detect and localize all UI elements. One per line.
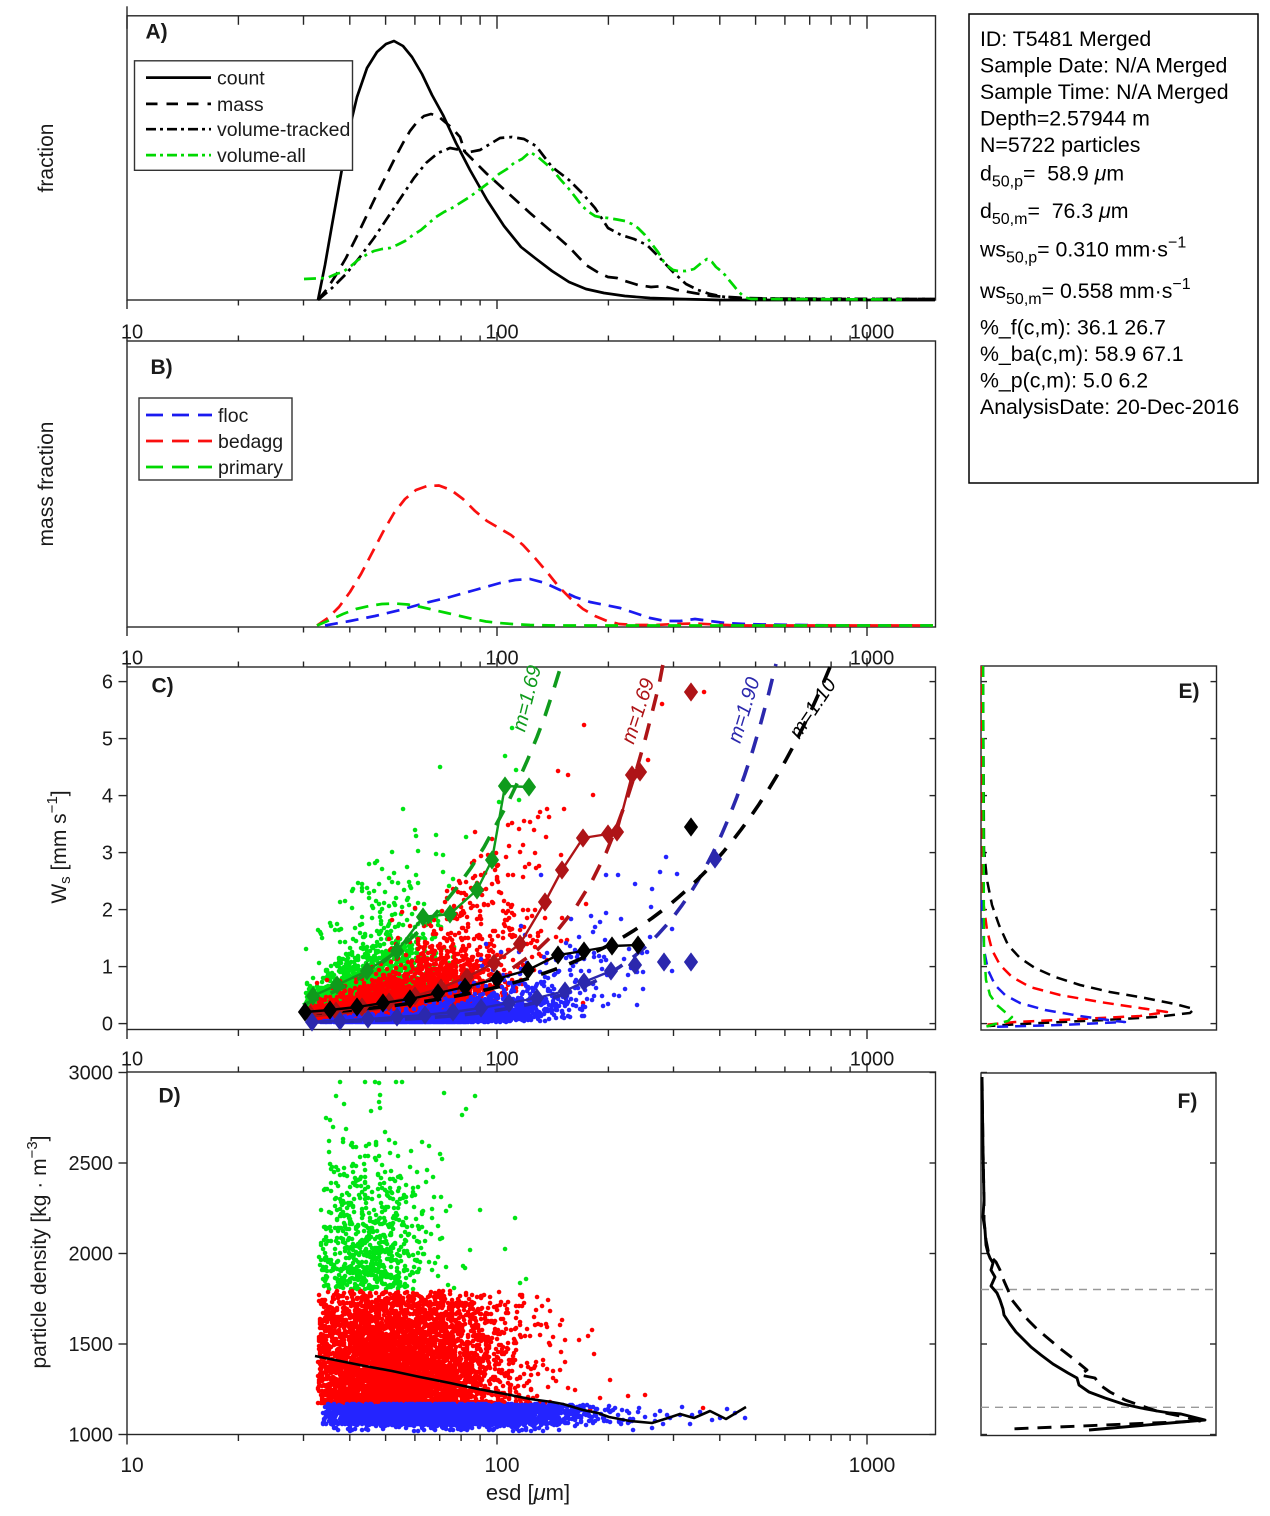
svg-text:6: 6 <box>102 672 113 694</box>
svg-text:0: 0 <box>102 1014 113 1036</box>
svg-text:%_ba(c,m): 58.9 67.1: %_ba(c,m): 58.9 67.1 <box>980 342 1184 366</box>
svg-text:1000: 1000 <box>850 648 895 670</box>
svg-text:mass: mass <box>217 94 264 116</box>
svg-text:esd [μm]: esd [μm] <box>486 1480 570 1505</box>
svg-text:10: 10 <box>120 1454 143 1477</box>
svg-text:4: 4 <box>102 786 113 808</box>
svg-text:%_p(c,m): 5.0 6.2: %_p(c,m): 5.0 6.2 <box>980 369 1148 393</box>
svg-text:E): E) <box>1179 680 1200 703</box>
svg-text:%_f(c,m): 36.1 26.7: %_f(c,m): 36.1 26.7 <box>980 316 1166 340</box>
svg-text:2000: 2000 <box>69 1244 114 1266</box>
svg-text:N=5722 particles: N=5722 particles <box>980 133 1140 157</box>
svg-text:1: 1 <box>102 957 113 979</box>
svg-text:1500: 1500 <box>69 1334 114 1356</box>
svg-text:2: 2 <box>102 900 113 922</box>
svg-text:volume-tracked: volume-tracked <box>217 119 350 141</box>
svg-text:volume-all: volume-all <box>217 145 306 167</box>
svg-text:A): A) <box>146 21 168 44</box>
svg-text:Sample Time: N/A Merged: Sample Time: N/A Merged <box>980 80 1229 104</box>
svg-text:10: 10 <box>121 1049 143 1071</box>
svg-text:Depth=2.57944 m: Depth=2.57944 m <box>980 107 1150 131</box>
svg-text:3000: 3000 <box>69 1063 114 1085</box>
svg-text:floc: floc <box>218 405 249 427</box>
svg-text:5: 5 <box>102 729 113 751</box>
svg-text:primary: primary <box>218 457 283 479</box>
svg-text:Sample Date: N/A Merged: Sample Date: N/A Merged <box>980 54 1227 78</box>
svg-text:count: count <box>217 68 265 90</box>
svg-text:10: 10 <box>121 648 143 670</box>
svg-text:10: 10 <box>121 322 143 344</box>
svg-text:1000: 1000 <box>850 1049 895 1071</box>
svg-text:3: 3 <box>102 843 113 865</box>
svg-text:AnalysisDate: 20-Dec-2016: AnalysisDate: 20-Dec-2016 <box>980 395 1239 419</box>
svg-text:mass fraction: mass fraction <box>35 422 58 547</box>
svg-text:fraction: fraction <box>35 124 58 193</box>
svg-text:particle density [kg · m−3]: particle density [kg · m−3] <box>24 1135 51 1368</box>
svg-text:D): D) <box>159 1085 181 1108</box>
svg-text:1000: 1000 <box>850 322 895 344</box>
svg-text:B): B) <box>151 356 173 379</box>
svg-text:C): C) <box>152 675 174 698</box>
svg-text:100: 100 <box>484 1454 519 1477</box>
svg-text:100: 100 <box>485 1049 518 1071</box>
svg-text:100: 100 <box>485 648 518 670</box>
svg-text:ws50,m= 0.558 mm·s−1: ws50,m= 0.558 mm·s−1 <box>979 276 1191 308</box>
svg-text:1000: 1000 <box>69 1425 114 1447</box>
svg-text:F): F) <box>1178 1090 1198 1113</box>
svg-text:bedagg: bedagg <box>218 431 283 453</box>
svg-text:100: 100 <box>485 322 518 344</box>
svg-text:ID: T5481 Merged: ID: T5481 Merged <box>980 27 1151 51</box>
svg-text:2500: 2500 <box>69 1153 114 1175</box>
svg-text:1000: 1000 <box>849 1454 896 1477</box>
